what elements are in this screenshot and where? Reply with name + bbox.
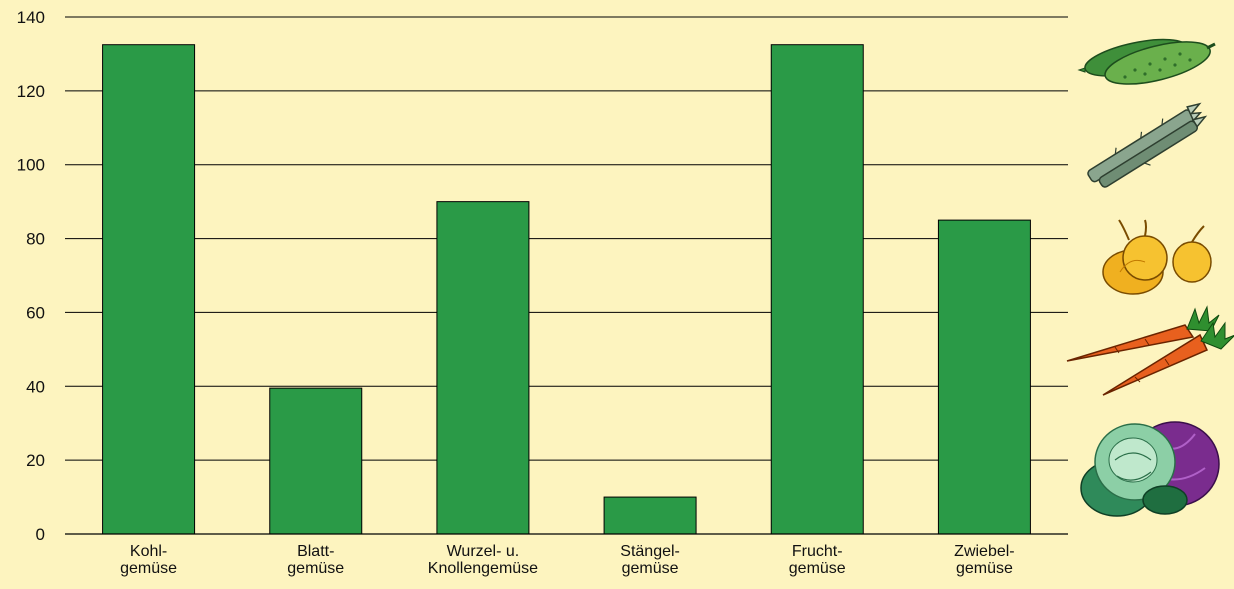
x-category-label: gemüse (287, 560, 344, 577)
y-tick-label: 20 (26, 451, 45, 470)
x-category-label: Blatt- (297, 543, 334, 560)
y-tick-label: 0 (36, 525, 45, 544)
cabbage-icon (1080, 421, 1220, 517)
onion-icon (1102, 219, 1212, 295)
y-axis-ticks: 0 20 40 60 80 100 120 140 (17, 8, 45, 544)
carrot-icon (1066, 305, 1234, 396)
bar (770, 44, 864, 535)
x-category-label: gemüse (789, 560, 846, 577)
x-category-label: gemüse (120, 560, 177, 577)
bars (102, 44, 1031, 535)
x-category-label: Zwiebel- (954, 543, 1014, 560)
bar (937, 219, 1031, 535)
x-category-label: Kohl- (130, 543, 167, 560)
y-tick-label: 100 (17, 156, 45, 175)
x-category-label: Stängel- (620, 543, 680, 560)
y-tick-label: 60 (26, 303, 45, 322)
bar (436, 201, 530, 535)
x-category-label: gemüse (622, 560, 679, 577)
y-tick-label: 120 (17, 82, 45, 101)
bar (102, 44, 196, 535)
cucumber-icon (1077, 38, 1216, 85)
bar (603, 496, 697, 535)
x-category-label: Wurzel- u. (447, 543, 520, 560)
bar (269, 387, 363, 535)
asparagus-icon (1087, 102, 1208, 188)
y-tick-label: 140 (17, 8, 45, 27)
x-category-label: Frucht- (792, 543, 843, 560)
y-tick-label: 40 (26, 377, 45, 396)
y-tick-label: 80 (26, 230, 45, 249)
x-category-label: Knollengemüse (428, 560, 538, 577)
grid-lines (65, 16, 1068, 535)
x-category-label: gemüse (956, 560, 1013, 577)
